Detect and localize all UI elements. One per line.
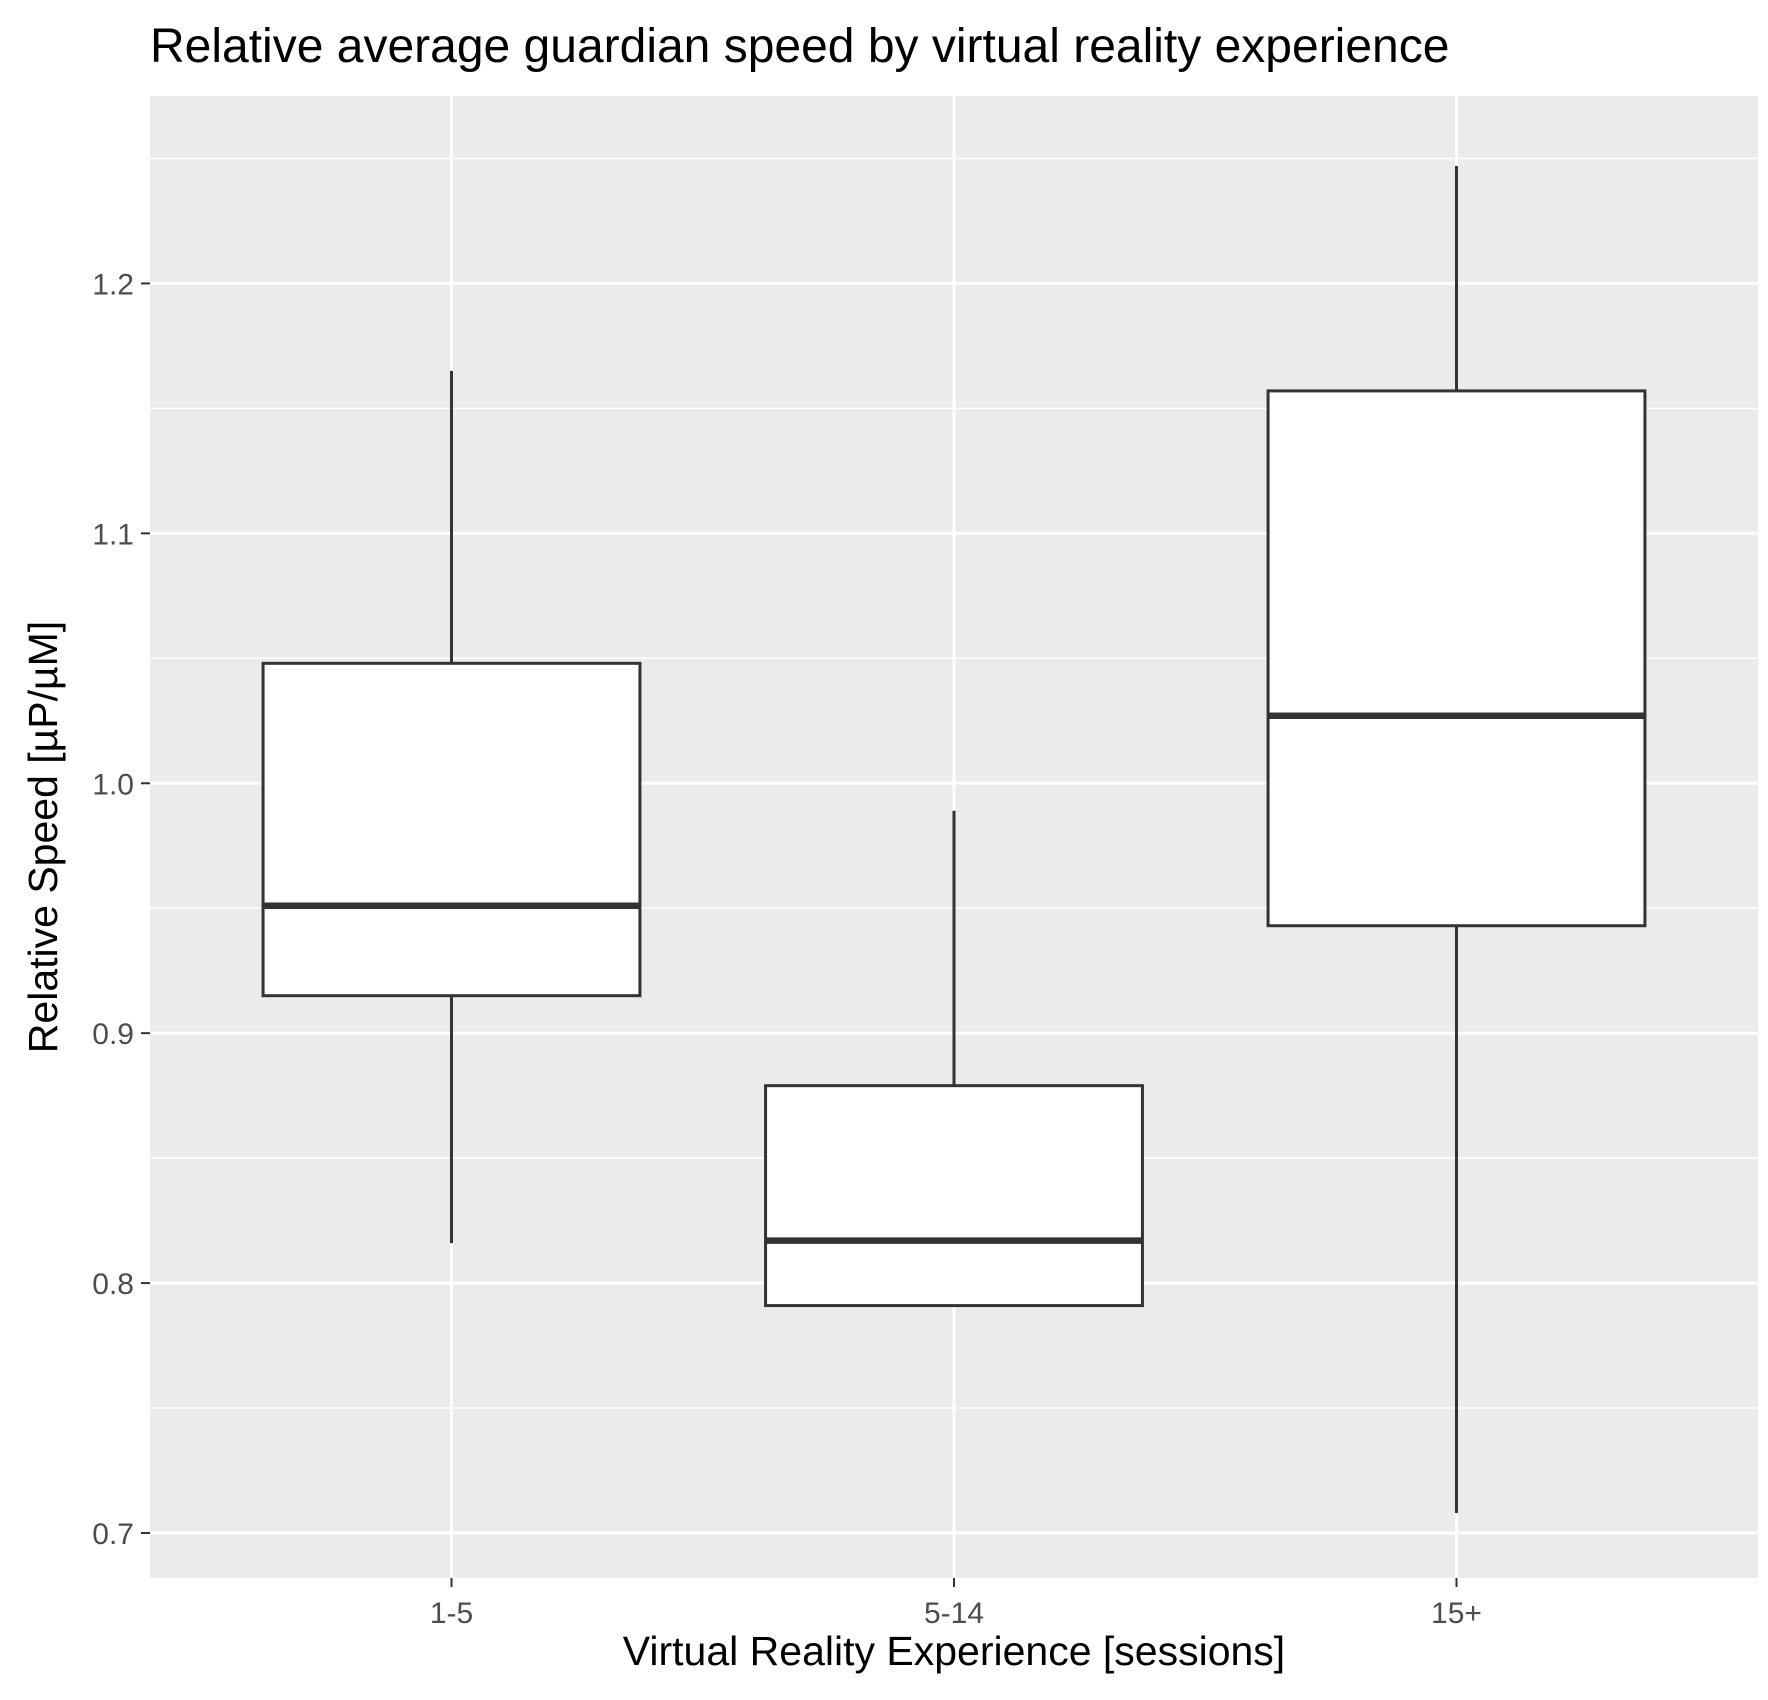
x-axis: 1-5 5-14 15+ (430, 1578, 1482, 1630)
box-iqr (261, 661, 642, 998)
box-iqr (1266, 389, 1647, 928)
box-iqr (764, 1084, 1144, 1308)
y-tick-label: 0.8 (92, 1268, 134, 1301)
box-15+ (1266, 165, 1647, 1514)
box-1-5 (261, 370, 642, 1244)
y-axis-title: Relative Speed [µP/µM] (20, 621, 66, 1053)
x-axis-title: Virtual Reality Experience [sessions] (623, 1628, 1285, 1674)
y-tick-label: 0.7 (92, 1518, 134, 1551)
y-tick-label: 0.9 (92, 1018, 134, 1051)
y-tick-label: 1.1 (92, 518, 134, 551)
boxes (261, 165, 1647, 1514)
x-tick-label: 15+ (1431, 1597, 1482, 1630)
y-tick-label: 1.0 (92, 768, 134, 801)
y-tick-label: 1.2 (92, 268, 134, 301)
box-5-14 (764, 810, 1144, 1308)
x-tick-label: 5-14 (924, 1597, 984, 1630)
chart-title: Relative average guardian speed by virtu… (150, 20, 1449, 73)
x-tick-label: 1-5 (430, 1597, 473, 1630)
y-axis: 0.7 0.8 0.9 1.0 1.1 1.2 (92, 268, 150, 1551)
